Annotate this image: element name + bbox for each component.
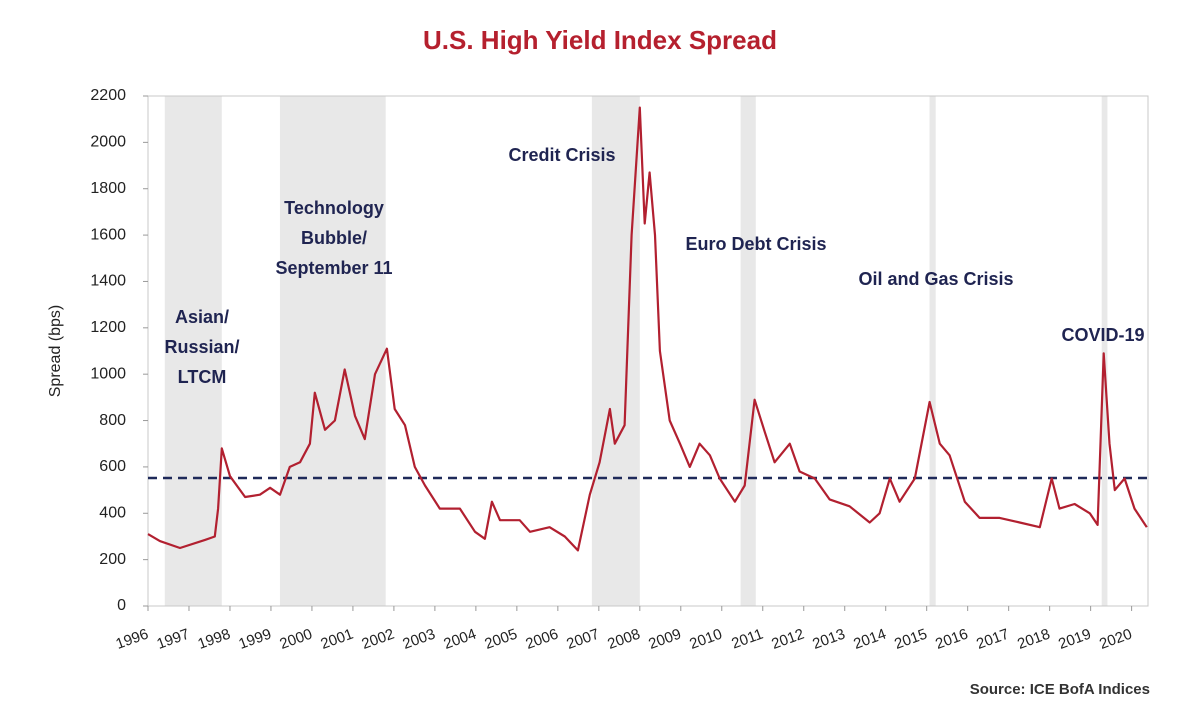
x-tick-label: 2002 xyxy=(359,626,396,653)
plot-border xyxy=(147,95,1149,607)
x-tick-label: 1998 xyxy=(196,626,233,653)
shaded-period xyxy=(740,96,756,606)
chart-title: U.S. High Yield Index Spread xyxy=(423,25,777,55)
x-tick-label: 2012 xyxy=(769,626,806,653)
y-tick-label: 1200 xyxy=(90,319,126,336)
annotation: September 11 xyxy=(275,258,392,278)
y-tick-label: 1600 xyxy=(90,226,126,243)
x-tick-label: 2011 xyxy=(729,626,765,653)
shaded-period xyxy=(591,96,640,606)
x-tick-label: 2016 xyxy=(933,626,970,653)
x-tick-label: 2006 xyxy=(523,626,560,653)
y-tick-label: 600 xyxy=(99,458,126,475)
source: Source: ICE BofA Indices xyxy=(970,681,1150,698)
x-tick-label: 2017 xyxy=(974,626,1011,653)
annotation: Technology xyxy=(284,198,384,218)
x-tick-label: 2010 xyxy=(687,626,724,653)
x-tick-label: 2007 xyxy=(564,626,601,653)
annotation: Credit Crisis xyxy=(508,145,615,165)
y-tick-label: 1800 xyxy=(90,180,126,197)
annotation: Euro Debt Crisis xyxy=(685,234,826,254)
y-tick-label: 1000 xyxy=(90,365,126,382)
x-tick-label: 2019 xyxy=(1056,626,1093,653)
annotation: Oil and Gas Crisis xyxy=(858,269,1013,289)
annotation: Bubble/ xyxy=(301,228,367,248)
shaded-period xyxy=(164,96,222,606)
x-tick-label: 2003 xyxy=(400,626,437,653)
x-tick-label: 1997 xyxy=(155,626,192,653)
y-tick-label: 2000 xyxy=(90,134,126,151)
spread-line xyxy=(147,106,1148,552)
x-tick-label: 2008 xyxy=(605,626,642,653)
y-axis-label: Spread (bps) xyxy=(47,305,64,398)
x-tick-label: 1996 xyxy=(114,626,151,653)
y-tick-label: 400 xyxy=(99,504,126,521)
x-tick-label: 2015 xyxy=(892,626,929,653)
shaded-period xyxy=(929,96,936,606)
x-tick-label: 2013 xyxy=(810,626,847,653)
x-tick-label: 2005 xyxy=(482,626,519,653)
y-tick-label: 200 xyxy=(99,551,126,568)
x-tick-label: 1999 xyxy=(236,626,273,653)
x-tick-label: 2018 xyxy=(1015,626,1052,653)
x-tick-label: 2004 xyxy=(441,626,478,653)
x-tick-label: 2009 xyxy=(646,626,683,653)
annotation: Russian/ xyxy=(164,337,239,357)
y-tick-label: 2200 xyxy=(90,87,126,104)
annotation: COVID-19 xyxy=(1061,325,1144,345)
annotation: Asian/ xyxy=(175,307,229,327)
x-tick-label: 2014 xyxy=(851,626,888,653)
y-tick-label: 1400 xyxy=(90,273,126,290)
x-tick-label: 2000 xyxy=(277,626,314,653)
annotation: LTCM xyxy=(178,367,227,387)
shaded-period xyxy=(1101,96,1108,606)
y-tick-label: 800 xyxy=(99,412,126,429)
x-tick-label: 2001 xyxy=(318,626,355,653)
x-tick-label: 2020 xyxy=(1097,626,1134,653)
y-tick-label: 0 xyxy=(117,597,126,614)
shaded-period xyxy=(279,96,386,606)
